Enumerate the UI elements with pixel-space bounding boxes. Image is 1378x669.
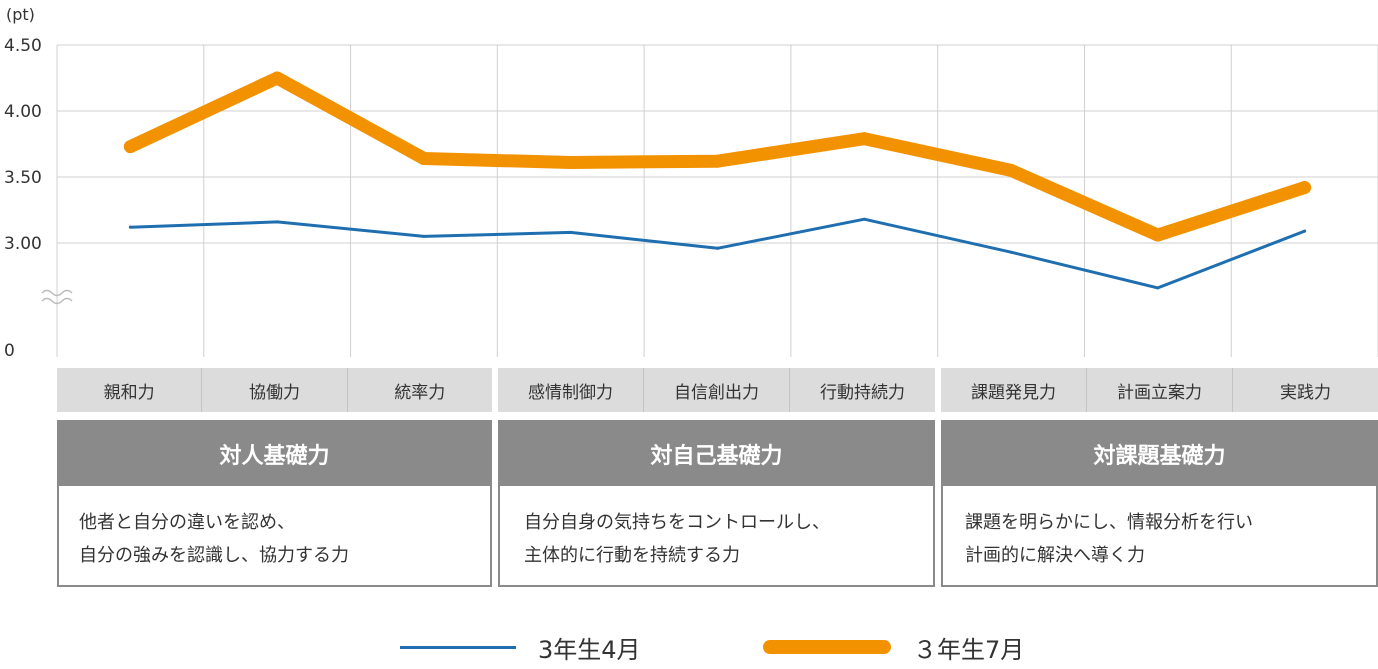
category-label: 協働力: [202, 368, 348, 412]
data-point: [1009, 250, 1013, 254]
data-point: [123, 140, 137, 154]
data-point: [128, 225, 132, 229]
category-group-1: 親和力 協働力 統率力: [57, 368, 492, 412]
data-point: [1156, 286, 1160, 290]
y-tick-label: 4.50: [4, 36, 42, 56]
category-label: 感情制御力: [498, 368, 644, 412]
description-line: 課題を明らかにし、情報分析を行い: [965, 512, 1253, 533]
legend-item-july: ３年生7月: [763, 628, 1024, 666]
group-card-interpersonal: 対人基礎力 他者と自分の違いを認め、 自分の強みを認識し、協力する力: [57, 420, 492, 587]
group-title: 対課題基礎力: [943, 422, 1376, 486]
group-description: 他者と自分の違いを認め、 自分の強みを認識し、協力する力: [59, 486, 490, 572]
description-line: 自分の強みを認識し、協力する力: [79, 545, 349, 566]
data-point: [1151, 228, 1165, 242]
description-line: 計画的に解決へ導く力: [965, 545, 1145, 566]
category-group-2: 感情制御力 自信創出力 行動持続力: [498, 368, 935, 412]
category-label: 親和力: [57, 368, 203, 412]
y-axis-ticks: 4.50 4.00 3.50 3.00 0: [4, 36, 42, 361]
chart-series: [123, 71, 1312, 290]
data-point: [862, 217, 866, 221]
legend-item-april: 3年生4月: [400, 628, 641, 666]
category-label: 課題発見力: [941, 368, 1087, 412]
data-point: [270, 71, 284, 85]
group-card-self: 対自己基礎力 自分自身の気持ちをコントロールし、 主体的に行動を持続する力: [498, 420, 935, 587]
description-line: 主体的に行動を持続する力: [524, 545, 740, 566]
category-label: 計画立案力: [1087, 368, 1233, 412]
category-group-3: 課題発見力 計画立案力 実践力: [941, 368, 1378, 412]
y-tick-label: 4.00: [4, 102, 42, 122]
data-point: [716, 246, 719, 250]
legend-swatch: [400, 645, 516, 649]
data-point: [564, 155, 578, 169]
group-title: 対自己基礎力: [500, 422, 933, 486]
y-tick-label: 3.50: [4, 168, 42, 188]
line-chart: 4.50 4.00 3.50 3.00 0 (pt): [4, 5, 1378, 361]
y-tick-label: 3.00: [4, 234, 42, 254]
group-title: 対人基礎力: [59, 422, 490, 486]
axis-break-icon: [41, 289, 73, 305]
data-point: [1004, 163, 1018, 177]
legend-swatch: [763, 640, 891, 654]
legend-label: 3年生4月: [538, 635, 641, 664]
data-point: [422, 234, 426, 238]
group-description: 自分自身の気持ちをコントロールし、 主体的に行動を持続する力: [500, 486, 933, 572]
data-point: [569, 230, 573, 234]
data-point: [417, 152, 431, 166]
y-axis-unit: (pt): [6, 5, 35, 24]
data-point: [275, 220, 279, 224]
category-label: 実践力: [1280, 382, 1331, 403]
legend-label: ３年生7月: [913, 635, 1025, 664]
description-line: 他者と自分の違いを認め、: [79, 512, 295, 533]
chart-grid: [56, 44, 1378, 357]
y-tick-label: 0: [4, 341, 15, 361]
description-line: 自分自身の気持ちをコントロールし、: [524, 512, 830, 533]
category-label: 統率力: [394, 382, 446, 403]
group-description: 課題を明らかにし、情報分析を行い 計画的に解決へ導く力: [943, 486, 1376, 572]
data-point: [1298, 181, 1312, 195]
data-point: [1303, 229, 1307, 233]
data-point: [711, 154, 724, 168]
series-line-april: [128, 217, 1307, 290]
category-label: 行動持続力: [820, 382, 905, 403]
group-card-task: 対課題基礎力 課題を明らかにし、情報分析を行い 計画的に解決へ導く力: [941, 420, 1378, 587]
data-point: [857, 132, 871, 146]
category-label: 自信創出力: [644, 368, 790, 412]
